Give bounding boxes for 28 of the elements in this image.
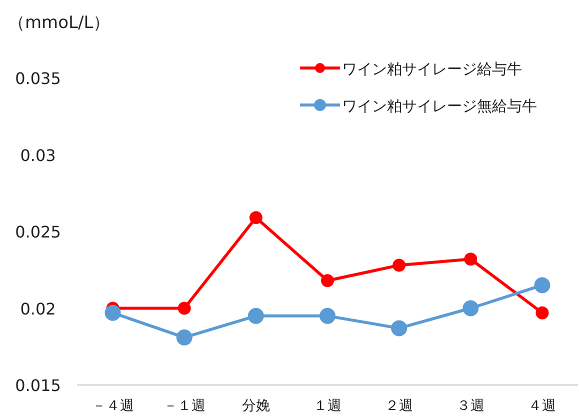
x-tick-label: －４週 — [92, 398, 134, 414]
point — [249, 211, 262, 224]
point — [176, 329, 192, 346]
legend-label: ワイン粕サイレージ給与牛 — [342, 60, 522, 78]
point — [392, 258, 406, 272]
point — [534, 277, 550, 294]
point — [391, 320, 408, 336]
x-tick-label: 分娩 — [242, 398, 270, 414]
y-tick-label: 0.025 — [15, 222, 61, 242]
legend-label: ワイン粕サイレージ無給与牛 — [342, 97, 537, 115]
y-axis-title: （mmoL/L） — [8, 13, 110, 33]
point — [464, 252, 478, 266]
y-tick-label: 0.035 — [15, 69, 61, 88]
point — [248, 308, 264, 324]
point — [320, 308, 336, 324]
point — [104, 304, 121, 321]
point — [321, 274, 334, 288]
point — [178, 302, 191, 315]
point — [462, 300, 479, 316]
x-tick-label: ３週 — [456, 398, 485, 414]
x-tick-label: １週 — [314, 398, 342, 414]
x-tick-label: －１週 — [163, 398, 206, 414]
point — [536, 306, 549, 320]
y-tick-label: 0.03 — [20, 146, 56, 165]
x-tick-label: ２週 — [385, 398, 414, 414]
y-tick-label: 0.015 — [15, 376, 61, 395]
y-tick-label: 0.02 — [20, 299, 56, 318]
x-tick-label: ４週 — [528, 398, 556, 414]
